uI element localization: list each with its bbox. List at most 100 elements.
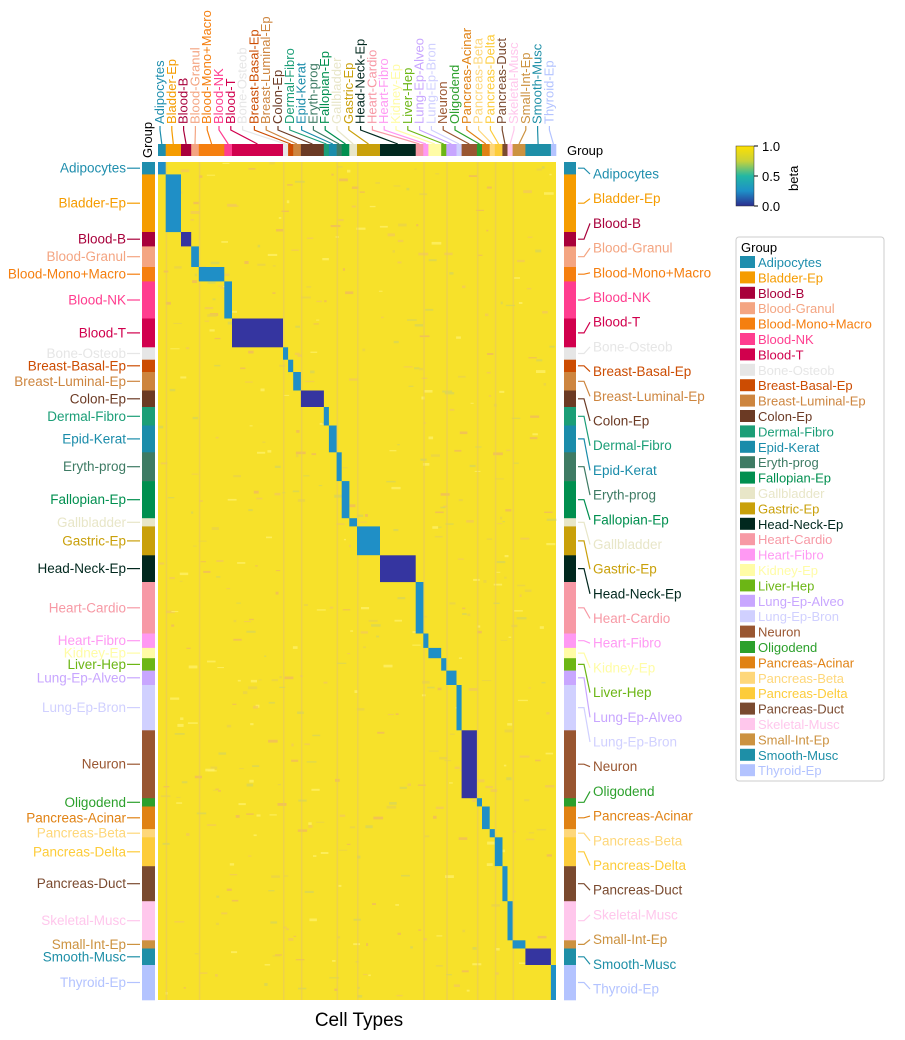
heatmap-texture-cell	[497, 561, 506, 563]
heatmap-texture-cell	[189, 666, 198, 669]
right-label-blood-granul: Blood-Granul	[593, 241, 673, 256]
heatmap-texture-cell	[509, 637, 512, 638]
heatmap-texture-cell	[394, 185, 401, 186]
right-annotation-heart-fibro	[564, 634, 576, 649]
heatmap-texture-cell	[388, 233, 395, 236]
heatmap-texture-cell	[282, 211, 290, 212]
heatmap-texture-cell	[444, 253, 452, 256]
heatmap-texture-cell	[176, 797, 180, 798]
heatmap-texture-cell	[497, 523, 502, 524]
heatmap-texture-cell	[529, 687, 531, 688]
heatmap-texture-cell	[542, 166, 545, 168]
top-annotation-gallbladder	[349, 144, 357, 156]
heatmap-texture-cell	[231, 951, 237, 953]
heatmap-block-head-neck-ep	[380, 555, 416, 582]
legend-swatch-lung-ep-bron	[740, 610, 755, 622]
heatmap-block-pancreas-acinar	[482, 807, 490, 830]
right-annotation-gallbladder	[564, 518, 576, 527]
heatmap-texture-cell	[549, 174, 551, 176]
legend-swatch-epid-kerat	[740, 441, 755, 453]
heatmap-texture-cell	[264, 656, 266, 658]
heatmap-texture-cell	[233, 639, 241, 641]
right-annotation-pancreas-acinar	[564, 807, 576, 830]
heatmap-texture-cell	[546, 543, 555, 545]
heatmap-texture-cell	[542, 311, 548, 313]
top-annotation-small-int-ep	[513, 144, 526, 156]
left-label-eryth-prog: Eryth-prog	[63, 459, 126, 474]
right-label-leader	[578, 915, 590, 921]
heatmap-texture-cell	[530, 437, 538, 439]
heatmap-texture-cell	[540, 626, 544, 629]
colorbar-tick-max: 1.0	[762, 139, 780, 154]
right-label-leader	[578, 248, 590, 257]
heatmap-texture-cell	[419, 368, 423, 370]
right-label-lung-ep-bron: Lung-Ep-Bron	[593, 735, 677, 750]
heatmap-texture-cell	[400, 787, 407, 789]
top-label-leader	[519, 126, 526, 144]
heatmap-texture-cell	[252, 765, 259, 767]
legend-label-dermal-fibro: Dermal-Fibro	[758, 424, 834, 439]
heatmap-texture-cell	[245, 382, 253, 383]
heatmap-texture-cell	[535, 250, 541, 253]
heatmap-texture-cell	[250, 425, 253, 426]
heatmap-background	[158, 162, 556, 1000]
heatmap-texture-cell	[436, 965, 443, 967]
heatmap-texture-cell	[342, 467, 347, 468]
right-group-title: Group	[567, 143, 603, 158]
right-label-dermal-fibro: Dermal-Fibro	[593, 438, 672, 453]
heatmap-texture-cell	[334, 495, 343, 498]
legend-swatch-breast-luminal-ep	[740, 395, 755, 407]
heatmap-texture-cell	[306, 286, 311, 288]
heatmap-texture-cell	[352, 206, 356, 208]
heatmap-texture-cell	[499, 391, 504, 393]
heatmap-texture-cell	[455, 767, 460, 769]
heatmap-block-lung-ep-bron	[457, 685, 462, 730]
legend-label-heart-cardio: Heart-Cardio	[758, 532, 832, 547]
heatmap-texture-cell	[514, 463, 519, 464]
heatmap-texture-cell	[450, 409, 455, 411]
right-label-neuron: Neuron	[593, 759, 637, 774]
heatmap-block-heart-fibro	[423, 634, 428, 648]
right-label-blood-b: Blood-B	[593, 216, 641, 231]
heatmap-texture-cell	[227, 725, 231, 728]
heatmap-texture-cell	[295, 326, 300, 328]
right-label-heart-fibro: Heart-Fibro	[593, 636, 661, 651]
heatmap-texture-cell	[506, 450, 510, 452]
heatmap-texture-cell	[500, 517, 502, 520]
heatmap-texture-cell	[205, 307, 213, 309]
left-annotation-oligodend	[142, 798, 155, 807]
right-label-blood-mono-macro: Blood-Mono+Macro	[593, 265, 711, 280]
right-label-leader	[578, 223, 590, 239]
top-label-leader	[219, 126, 228, 144]
heatmap-texture-cell	[362, 349, 365, 352]
top-annotation-gastric-ep	[357, 144, 380, 156]
heatmap-texture-cell	[175, 733, 185, 735]
heatmap-texture-cell	[456, 336, 461, 338]
heatmap-texture-cell	[485, 786, 493, 788]
heatmap-texture-cell	[239, 768, 244, 769]
heatmap-texture-cell	[307, 238, 313, 240]
top-label-leader	[290, 126, 327, 144]
heatmap-texture-cell	[312, 453, 317, 455]
heatmap-texture-cell	[381, 317, 384, 318]
heatmap-texture-cell	[215, 974, 218, 977]
heatmap-texture-cell	[546, 712, 549, 714]
legend-label-blood-granul: Blood-Granul	[758, 301, 835, 316]
right-annotation-kidney-ep	[564, 648, 576, 659]
left-label-pancreas-beta: Pancreas-Beta	[37, 826, 127, 841]
heatmap-texture-cell	[501, 640, 508, 641]
legend-label-epid-kerat: Epid-Kerat	[758, 440, 820, 455]
heatmap-texture-cell	[393, 529, 398, 531]
heatmap-texture-cell	[489, 395, 491, 397]
heatmap-texture-cell	[170, 698, 179, 700]
heatmap-texture-cell	[226, 588, 230, 589]
heatmap-block-heart-cardio	[416, 582, 424, 634]
legend-label-colon-ep: Colon-Ep	[758, 409, 812, 424]
top-label-leader	[538, 126, 539, 144]
right-annotation-blood-t	[564, 319, 576, 348]
heatmap-texture-cell	[265, 964, 271, 965]
left-annotation-liver-hep	[142, 658, 155, 671]
heatmap-texture-cell	[460, 432, 468, 435]
left-label-head-neck-ep: Head-Neck-Ep	[37, 561, 126, 576]
heatmap-texture-cell	[311, 789, 319, 791]
